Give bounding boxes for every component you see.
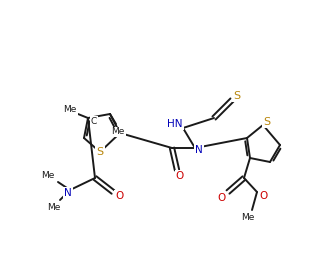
Text: O: O	[176, 171, 184, 181]
Text: Me: Me	[47, 204, 61, 212]
Text: O: O	[115, 191, 123, 201]
Text: S: S	[233, 91, 240, 101]
Text: Me: Me	[241, 213, 255, 222]
Text: Me: Me	[111, 128, 125, 137]
Text: HN: HN	[167, 119, 183, 129]
Text: O: O	[218, 193, 226, 203]
Text: N: N	[64, 188, 72, 198]
Text: S: S	[96, 147, 104, 157]
Text: Me: Me	[41, 171, 55, 181]
Text: S: S	[263, 117, 271, 127]
Text: Me: Me	[63, 105, 77, 115]
Text: C: C	[91, 116, 97, 126]
Text: N: N	[195, 145, 203, 155]
Text: O: O	[259, 191, 267, 201]
